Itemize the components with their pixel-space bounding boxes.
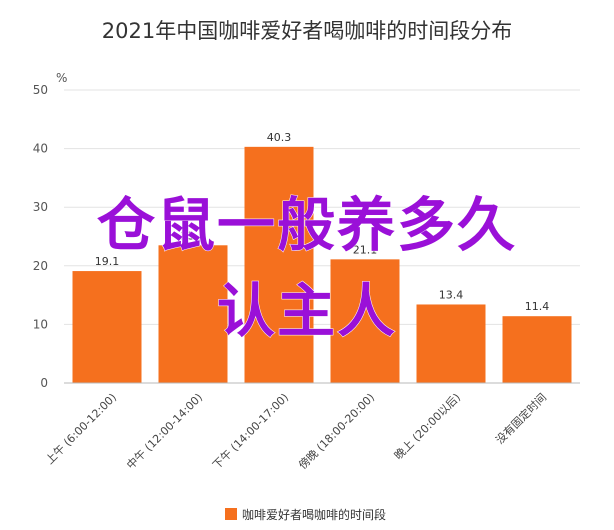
y-tick-label: 20: [33, 259, 48, 273]
bar-value-label: 13.4: [439, 288, 464, 301]
x-tick-label: 中午 (12:00-14:00): [124, 391, 205, 472]
y-tick-label: 40: [33, 142, 48, 156]
y-tick-label: 10: [33, 317, 48, 331]
bar-value-label: 40.3: [267, 131, 292, 144]
legend: 咖啡爱好者喝咖啡的时间段: [225, 507, 386, 522]
bar: [72, 271, 142, 383]
bar: [158, 245, 228, 383]
bars: [72, 146, 572, 383]
bar-value-label: 11.4: [525, 300, 550, 313]
bar-value-label: 19.1: [95, 255, 120, 268]
y-tick-label: 0: [40, 376, 48, 390]
bar: [416, 304, 486, 383]
bar-value-labels: 19.1 23.5 40.3 21.1 13.4 11.4: [95, 131, 550, 313]
gridlines: [64, 89, 580, 325]
legend-swatch: [225, 508, 237, 520]
bar: [244, 146, 314, 383]
x-tick-label: 傍晚 (18:00-20:00): [295, 390, 377, 472]
x-tick-label: 上午 (6:00-12:00): [43, 391, 119, 467]
x-tick-label: 没有固定时间: [493, 390, 550, 447]
x-tick-label: 晚上 (20:00以后): [392, 391, 463, 462]
bar-value-label: 21.1: [353, 243, 378, 256]
bar: [330, 259, 400, 383]
bar: [502, 316, 572, 383]
x-tick-label: 下午 (14:00-17:00): [210, 391, 291, 472]
chart-title: 2021年中国咖啡爱好者喝咖啡的时间段分布: [102, 19, 512, 43]
legend-label: 咖啡爱好者喝咖啡的时间段: [242, 507, 386, 522]
y-tick-label: 50: [33, 83, 48, 97]
x-axis-tick-labels: 上午 (6:00-12:00) 中午 (12:00-14:00) 下午 (14:00…: [43, 390, 549, 472]
y-tick-label: 30: [33, 200, 48, 214]
y-axis-ticks: 0 10 20 30 40 50: [33, 83, 48, 390]
bar-value-label: 23.5: [181, 229, 206, 242]
y-axis-unit-label: %: [56, 71, 67, 85]
